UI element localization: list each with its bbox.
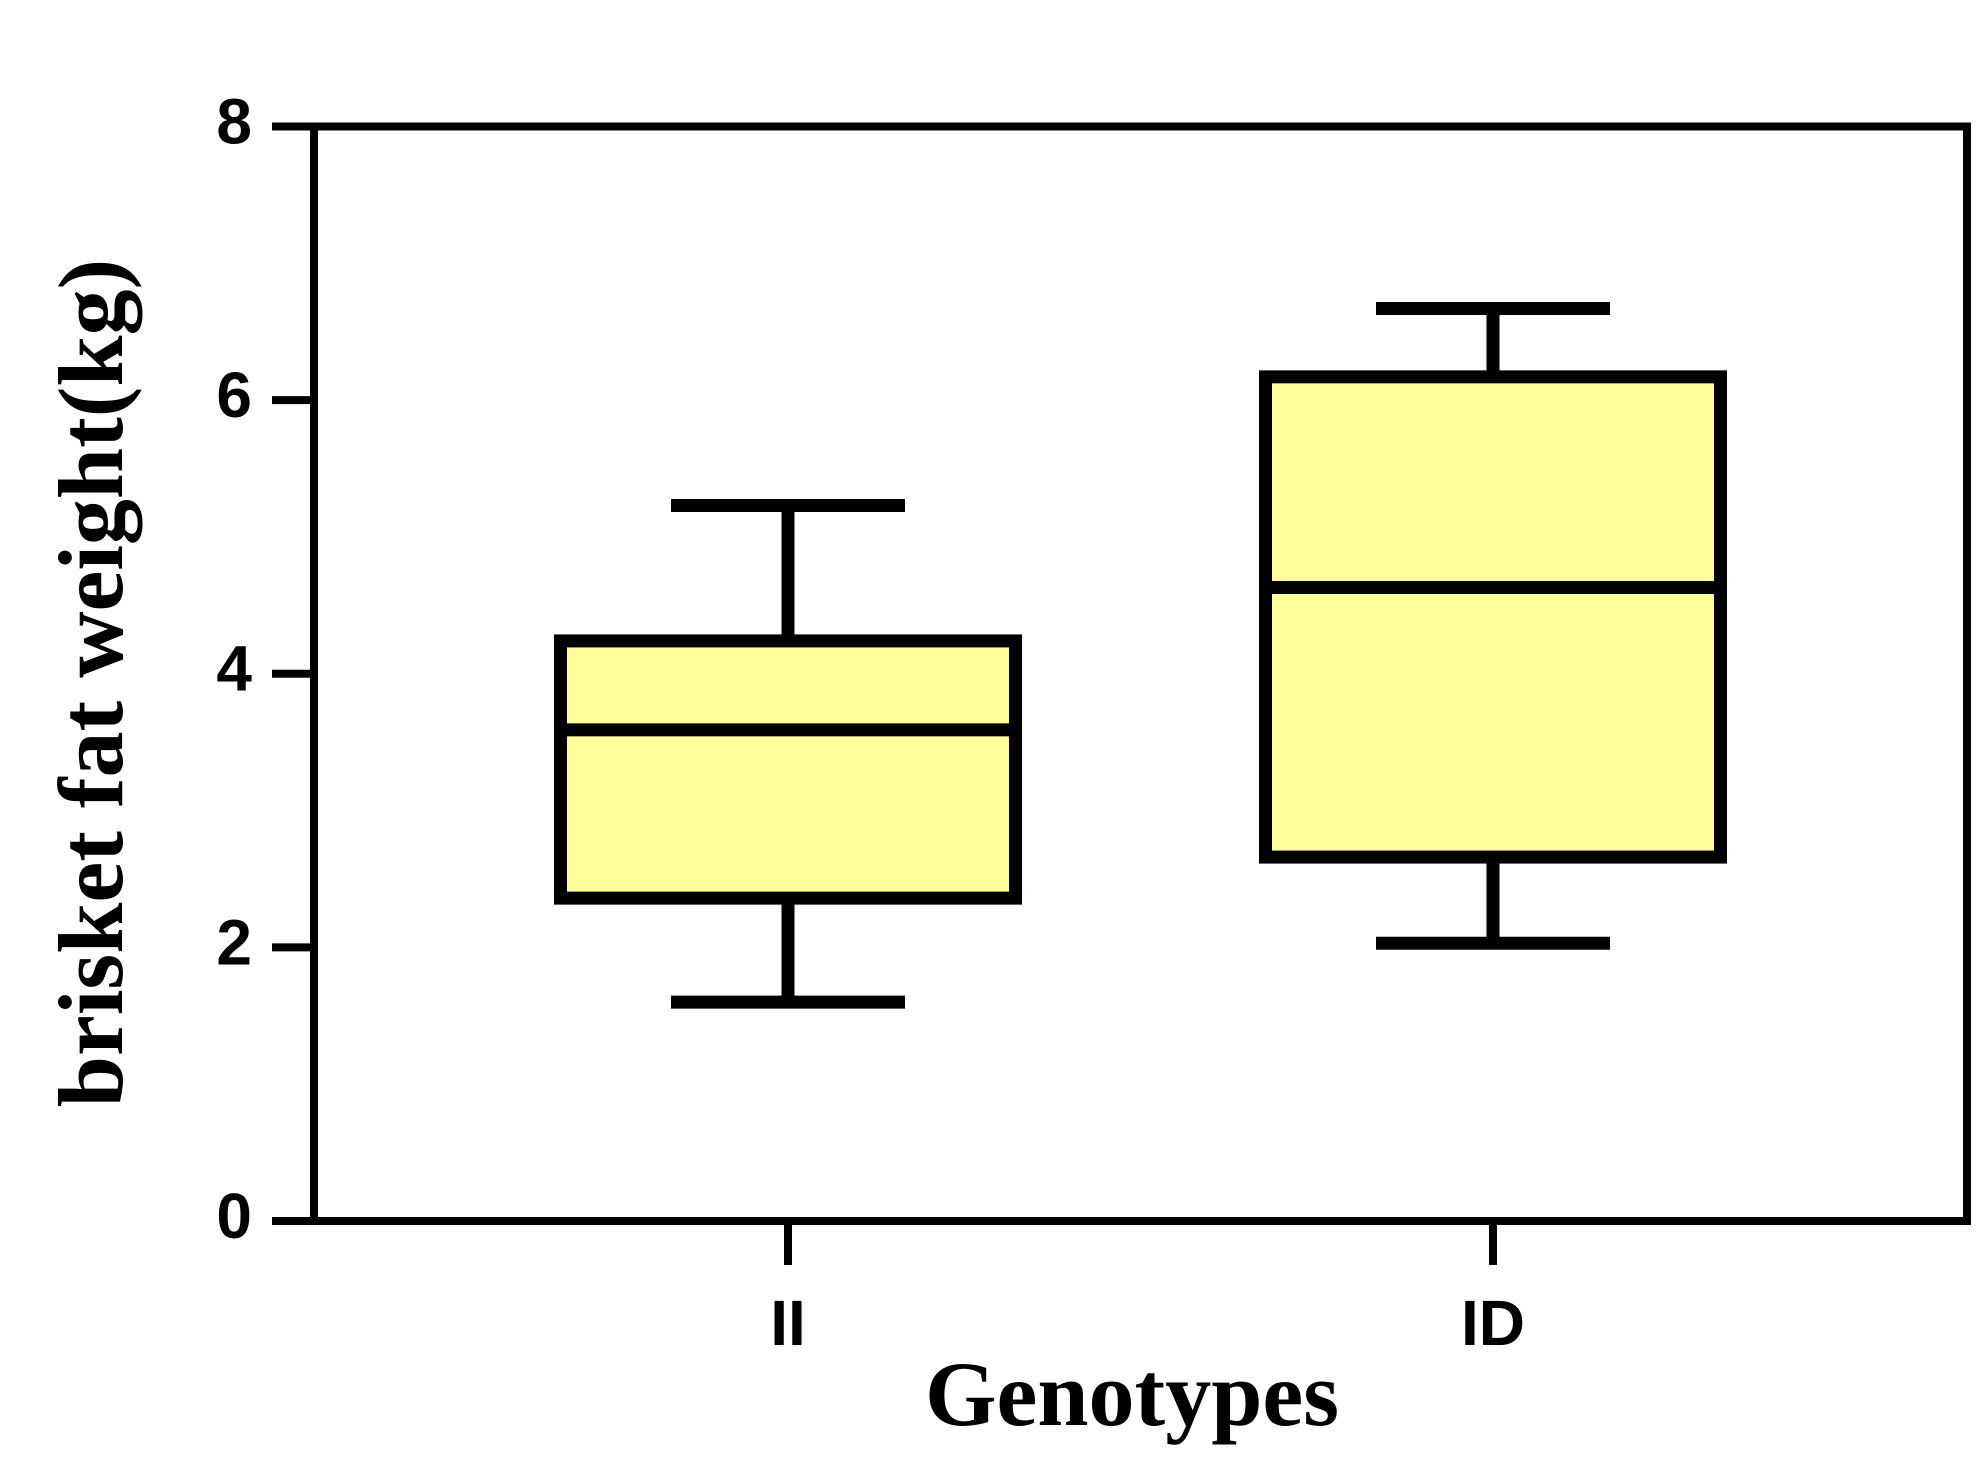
box xyxy=(1259,370,1727,864)
box xyxy=(554,634,1022,905)
x-tick-label: ID xyxy=(1461,1287,1525,1359)
y-axis-title: brisket fat weight(kg) xyxy=(40,259,142,1107)
y-tick-label: 2 xyxy=(216,906,252,978)
y-tick-label: 8 xyxy=(216,85,252,157)
x-axis-title: Genotypes xyxy=(925,1343,1339,1445)
x-tick-label: II xyxy=(770,1287,806,1359)
y-tick-label: 0 xyxy=(216,1180,252,1252)
y-tick-label: 4 xyxy=(216,633,252,705)
y-tick-label: 6 xyxy=(216,359,252,431)
